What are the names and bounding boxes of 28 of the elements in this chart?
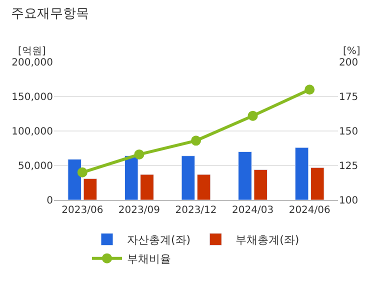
x-tick-label: 2023/06 [62, 205, 104, 216]
point [77, 167, 88, 178]
y-tick-label: 100,000 [12, 126, 53, 138]
point [191, 136, 201, 146]
y2-tick-label: 175 [339, 92, 358, 103]
y2-axis-title: [%] [343, 46, 360, 57]
chart-title: 주요재무항목 [11, 6, 90, 22]
legend-label: 부채총계(좌) [236, 234, 300, 247]
y2-tick-label: 150 [339, 126, 358, 138]
y-tick-label: 50,000 [18, 161, 53, 172]
y2-tick-label: 100 [339, 196, 358, 206]
legend-label: 자산총계(좌) [127, 234, 191, 247]
y2-tick-label: 200 [339, 58, 358, 68]
x-tick-label: 2023/12 [175, 205, 217, 216]
bar [181, 156, 196, 200]
point [248, 110, 258, 121]
y-axis-title: [억원] [18, 46, 46, 57]
point [304, 84, 315, 95]
y2-tick-label: 125 [339, 161, 358, 172]
y-tick-label: 150,000 [12, 92, 53, 103]
y-tick-label: 200,000 [12, 58, 53, 68]
legend-label: 부채비율 [127, 252, 171, 266]
bar [196, 174, 211, 200]
y-tick-label: 0 [46, 196, 53, 206]
x-tick-label: 2023/09 [118, 205, 160, 216]
x-tick-label: 2024/06 [288, 205, 330, 216]
x-tick-label: 2024/03 [232, 205, 274, 216]
point [134, 149, 144, 160]
